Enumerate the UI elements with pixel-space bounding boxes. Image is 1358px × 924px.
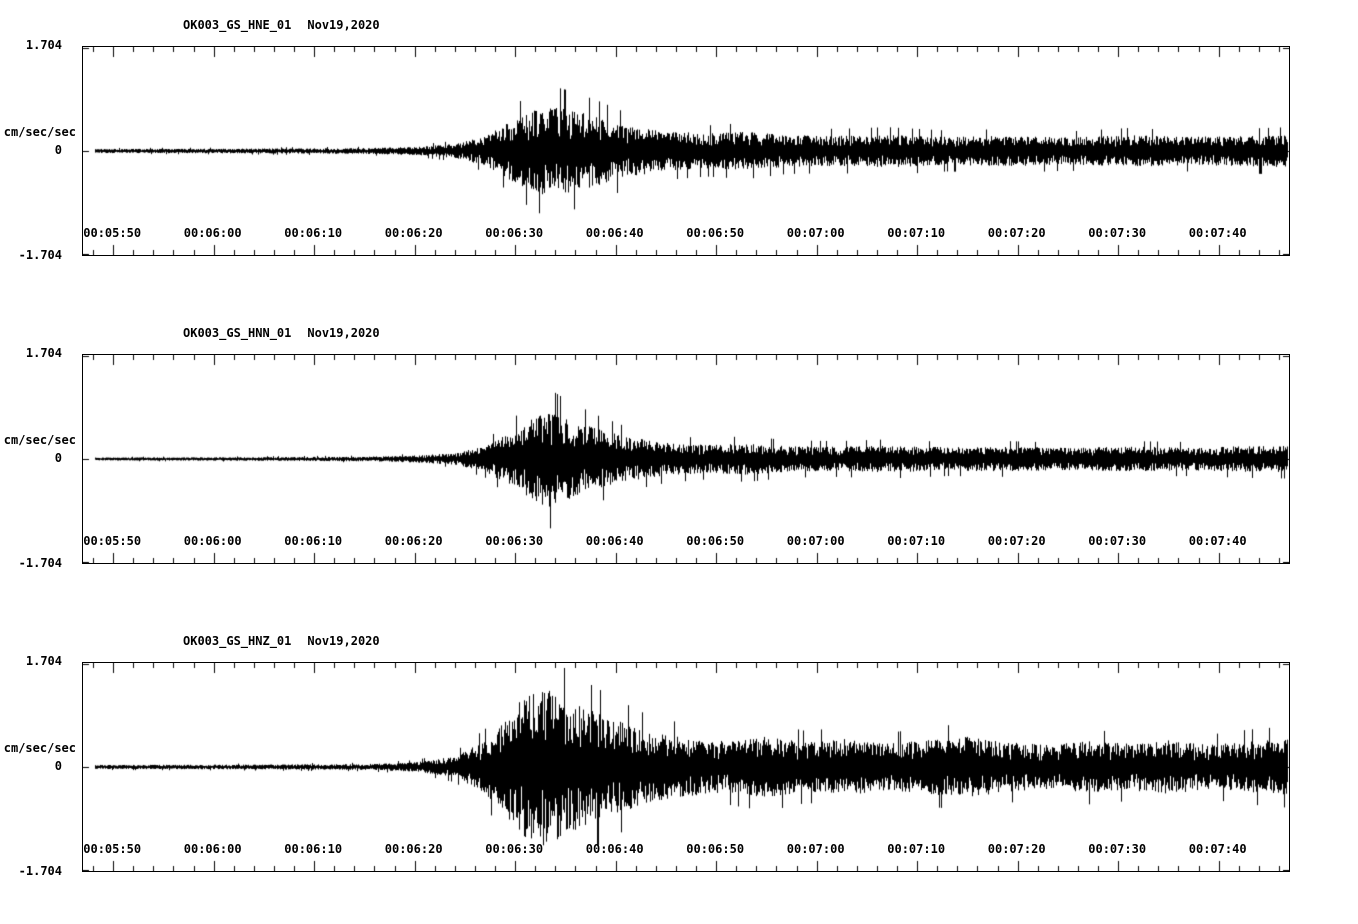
x-axis-labels: 00:05:50 00:06:00 00:06:10 00:06:20 00:06:30…: [82, 222, 1288, 244]
y-axis-gutter: 1.704 cm/sec/sec 0 -1.704: [0, 346, 82, 570]
x-tick-label: 00:07:30: [1088, 534, 1147, 548]
panel-title-row: OK003_GS_HNE_01 Nov19,2020: [0, 10, 1358, 46]
x-tick-label: 00:07:10: [887, 842, 946, 856]
x-tick-label: 00:07:40: [1188, 226, 1247, 240]
x-tick-label: 00:07:30: [1088, 226, 1147, 240]
x-tick-label: 00:06:10: [284, 842, 343, 856]
x-tick-label: 00:05:50: [83, 534, 142, 548]
x-axis-labels: 00:05:50 00:06:00 00:06:10 00:06:20 00:06:30…: [82, 530, 1288, 552]
x-tick-label: 00:06:50: [686, 226, 745, 240]
waveform-canvas: [83, 663, 1289, 871]
x-tick-label: 00:07:20: [987, 226, 1046, 240]
waveform-canvas: [83, 47, 1289, 255]
plot-row: 1.704 cm/sec/sec 0 -1.704: [0, 346, 1358, 570]
y-zero-tick-label: 0: [54, 759, 62, 773]
x-tick-label: 00:06:30: [485, 534, 544, 548]
x-axis-labels: 00:05:50 00:06:00 00:06:10 00:06:20 00:06:30…: [82, 838, 1288, 860]
station-channel-label: OK003_GS_HNE_01: [183, 18, 292, 32]
x-tick-label: 00:06:00: [183, 534, 242, 548]
x-tick-label: 00:06:40: [585, 842, 644, 856]
x-tick-label: 00:05:50: [83, 842, 142, 856]
trace-date-label: Nov19,2020: [307, 326, 380, 340]
waveform-canvas: [83, 355, 1289, 563]
trace-date-label: Nov19,2020: [307, 18, 380, 32]
x-tick-label: 00:06:40: [585, 534, 644, 548]
panel-title-row: OK003_GS_HNN_01 Nov19,2020: [0, 318, 1358, 354]
y-min-tick-label: -1.704: [18, 248, 62, 262]
x-tick-label: 00:07:00: [786, 842, 845, 856]
x-tick-label: 00:07:40: [1188, 842, 1247, 856]
station-channel-label: OK003_GS_HNN_01: [183, 326, 292, 340]
x-tick-label: 00:07:10: [887, 534, 946, 548]
panel-title-row: OK003_GS_HNZ_01 Nov19,2020: [0, 626, 1358, 662]
x-tick-label: 00:06:30: [485, 226, 544, 240]
x-tick-label: 00:05:50: [83, 226, 142, 240]
x-tick-label: 00:07:20: [987, 534, 1046, 548]
x-tick-label: 00:06:00: [183, 226, 242, 240]
x-tick-label: 00:06:50: [686, 534, 745, 548]
x-tick-label: 00:06:40: [585, 226, 644, 240]
y-min-tick-label: -1.704: [18, 556, 62, 570]
y-axis-unit-label: cm/sec/sec: [3, 433, 76, 447]
x-tick-label: 00:06:20: [384, 534, 443, 548]
y-max-tick-label: 1.704: [25, 346, 62, 360]
y-axis-unit-label: cm/sec/sec: [3, 125, 76, 139]
y-axis-gutter: 1.704 cm/sec/sec 0 -1.704: [0, 38, 82, 262]
trace-title: OK003_GS_HNN_01 Nov19,2020: [183, 326, 380, 340]
x-tick-label: 00:07:00: [786, 534, 845, 548]
trace-date-label: Nov19,2020: [307, 634, 380, 648]
x-tick-label: 00:06:10: [284, 534, 343, 548]
seismogram-panel-hnn: OK003_GS_HNN_01 Nov19,2020 1.704 cm/sec/s…: [0, 318, 1358, 586]
y-max-tick-label: 1.704: [25, 654, 62, 668]
y-max-tick-label: 1.704: [25, 38, 62, 52]
y-zero-tick-label: 0: [54, 143, 62, 157]
y-zero-tick-label: 0: [54, 451, 62, 465]
y-min-tick-label: -1.704: [18, 864, 62, 878]
x-tick-label: 00:06:00: [183, 842, 242, 856]
x-tick-label: 00:06:20: [384, 226, 443, 240]
plot-row: 1.704 cm/sec/sec 0 -1.704: [0, 38, 1358, 262]
waveform-plot: [82, 46, 1290, 256]
seismogram-panel-hnz: OK003_GS_HNZ_01 Nov19,2020 1.704 cm/sec/s…: [0, 626, 1358, 894]
x-tick-label: 00:07:30: [1088, 842, 1147, 856]
y-axis-gutter: 1.704 cm/sec/sec 0 -1.704: [0, 654, 82, 878]
plot-row: 1.704 cm/sec/sec 0 -1.704: [0, 654, 1358, 878]
waveform-plot: [82, 354, 1290, 564]
x-tick-label: 00:06:20: [384, 842, 443, 856]
y-axis-unit-label: cm/sec/sec: [3, 741, 76, 755]
seismogram-panel-hne: OK003_GS_HNE_01 Nov19,2020 1.704 cm/sec/s…: [0, 10, 1358, 278]
x-tick-label: 00:06:50: [686, 842, 745, 856]
x-tick-label: 00:06:10: [284, 226, 343, 240]
station-channel-label: OK003_GS_HNZ_01: [183, 634, 292, 648]
x-tick-label: 00:06:30: [485, 842, 544, 856]
trace-title: OK003_GS_HNZ_01 Nov19,2020: [183, 634, 380, 648]
x-tick-label: 00:07:20: [987, 842, 1046, 856]
x-tick-label: 00:07:40: [1188, 534, 1247, 548]
waveform-plot: [82, 662, 1290, 872]
trace-title: OK003_GS_HNE_01 Nov19,2020: [183, 18, 380, 32]
x-tick-label: 00:07:00: [786, 226, 845, 240]
x-tick-label: 00:07:10: [887, 226, 946, 240]
